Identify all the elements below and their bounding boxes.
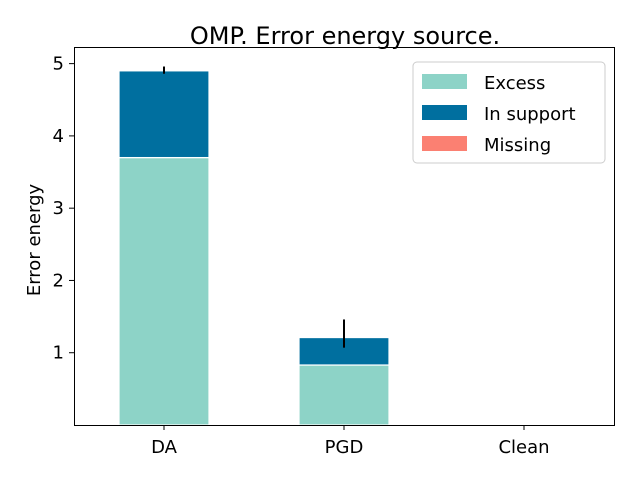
x-tick-label-da: DA	[151, 437, 178, 458]
y-tick-label-3: 3	[53, 198, 64, 219]
legend-label-excess: Excess	[484, 73, 545, 94]
y-tick-label-4: 4	[53, 126, 64, 147]
y-axis-ticks: 1 2 3 4 5	[53, 54, 74, 364]
bar-da-excess	[118, 156, 210, 426]
bar-da-in-support	[118, 70, 210, 159]
y-tick-label-5: 5	[53, 54, 64, 75]
legend-label-missing: Missing	[484, 135, 551, 156]
legend-swatch-excess	[422, 74, 467, 89]
bar-pgd-excess	[298, 364, 390, 426]
chart-title: OMP. Error energy source.	[190, 22, 500, 50]
x-tick-label-clean: Clean	[498, 437, 549, 458]
error-bars-layer	[163, 66, 345, 348]
y-axis-label: Error energy	[24, 184, 45, 297]
x-axis-ticks: DA PGD Clean	[151, 425, 550, 458]
y-tick-label-2: 2	[53, 270, 64, 291]
x-tick-label-pgd: PGD	[325, 437, 364, 458]
bars-layer	[118, 70, 390, 426]
legend-swatch-missing	[422, 136, 467, 151]
legend-swatch-in-support	[422, 105, 467, 120]
y-tick-label-1: 1	[53, 343, 64, 364]
legend-label-in-support: In support	[484, 104, 576, 125]
legend: Excess In support Missing	[412, 61, 606, 164]
